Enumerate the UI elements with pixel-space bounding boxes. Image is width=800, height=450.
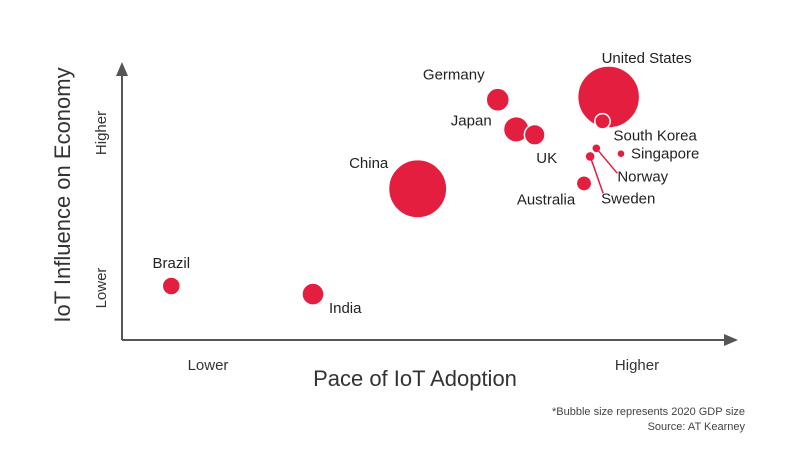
bubble-germany [485,87,511,112]
point-labels: Brazil India China Germany Japan UK Australia U… [153,50,700,317]
label-united-states: United States [602,50,692,67]
source-note: Source: AT Kearney [647,421,745,433]
bubble-brazil [161,276,182,296]
bubbles [161,65,641,306]
x-tick-label-higher: Higher [615,357,659,374]
leader-line-norway [595,147,618,174]
bubble-india [301,282,325,306]
label-south-korea: South Korea [613,127,697,144]
y-tick-label-lower: Lower [93,268,110,309]
axes [116,62,738,346]
bubble-australia [575,174,593,192]
x-tick-label-lower: Lower [188,357,229,374]
label-uk: UK [536,150,557,167]
y-axis-arrow [116,62,128,76]
label-norway: Norway [617,168,668,185]
bubble-sweden [585,152,595,161]
bubble-size-note: *Bubble size represents 2020 GDP size [551,406,745,418]
x-axis-arrow [724,334,738,346]
label-brazil: Brazil [153,255,191,272]
bubble-uk [523,123,546,146]
y-axis-title: IoT Influence on Economy [50,67,75,322]
label-australia: Australia [517,191,576,208]
x-axis-title: Pace of IoT Adoption [313,366,517,391]
label-singapore: Singapore [631,146,699,163]
label-india: India [329,300,362,317]
bubble-south-korea [594,112,611,130]
label-china: China [349,155,389,172]
label-germany: Germany [423,67,485,84]
label-sweden: Sweden [601,190,655,207]
leader-line-sweden [589,156,604,194]
bubble-united-states [576,65,641,129]
bubble-china [387,158,448,219]
bubble-norway [592,144,601,153]
bubble-singapore [617,150,625,158]
y-tick-label-higher: Higher [93,111,110,155]
leader-lines [589,147,618,194]
label-japan: Japan [451,112,492,129]
